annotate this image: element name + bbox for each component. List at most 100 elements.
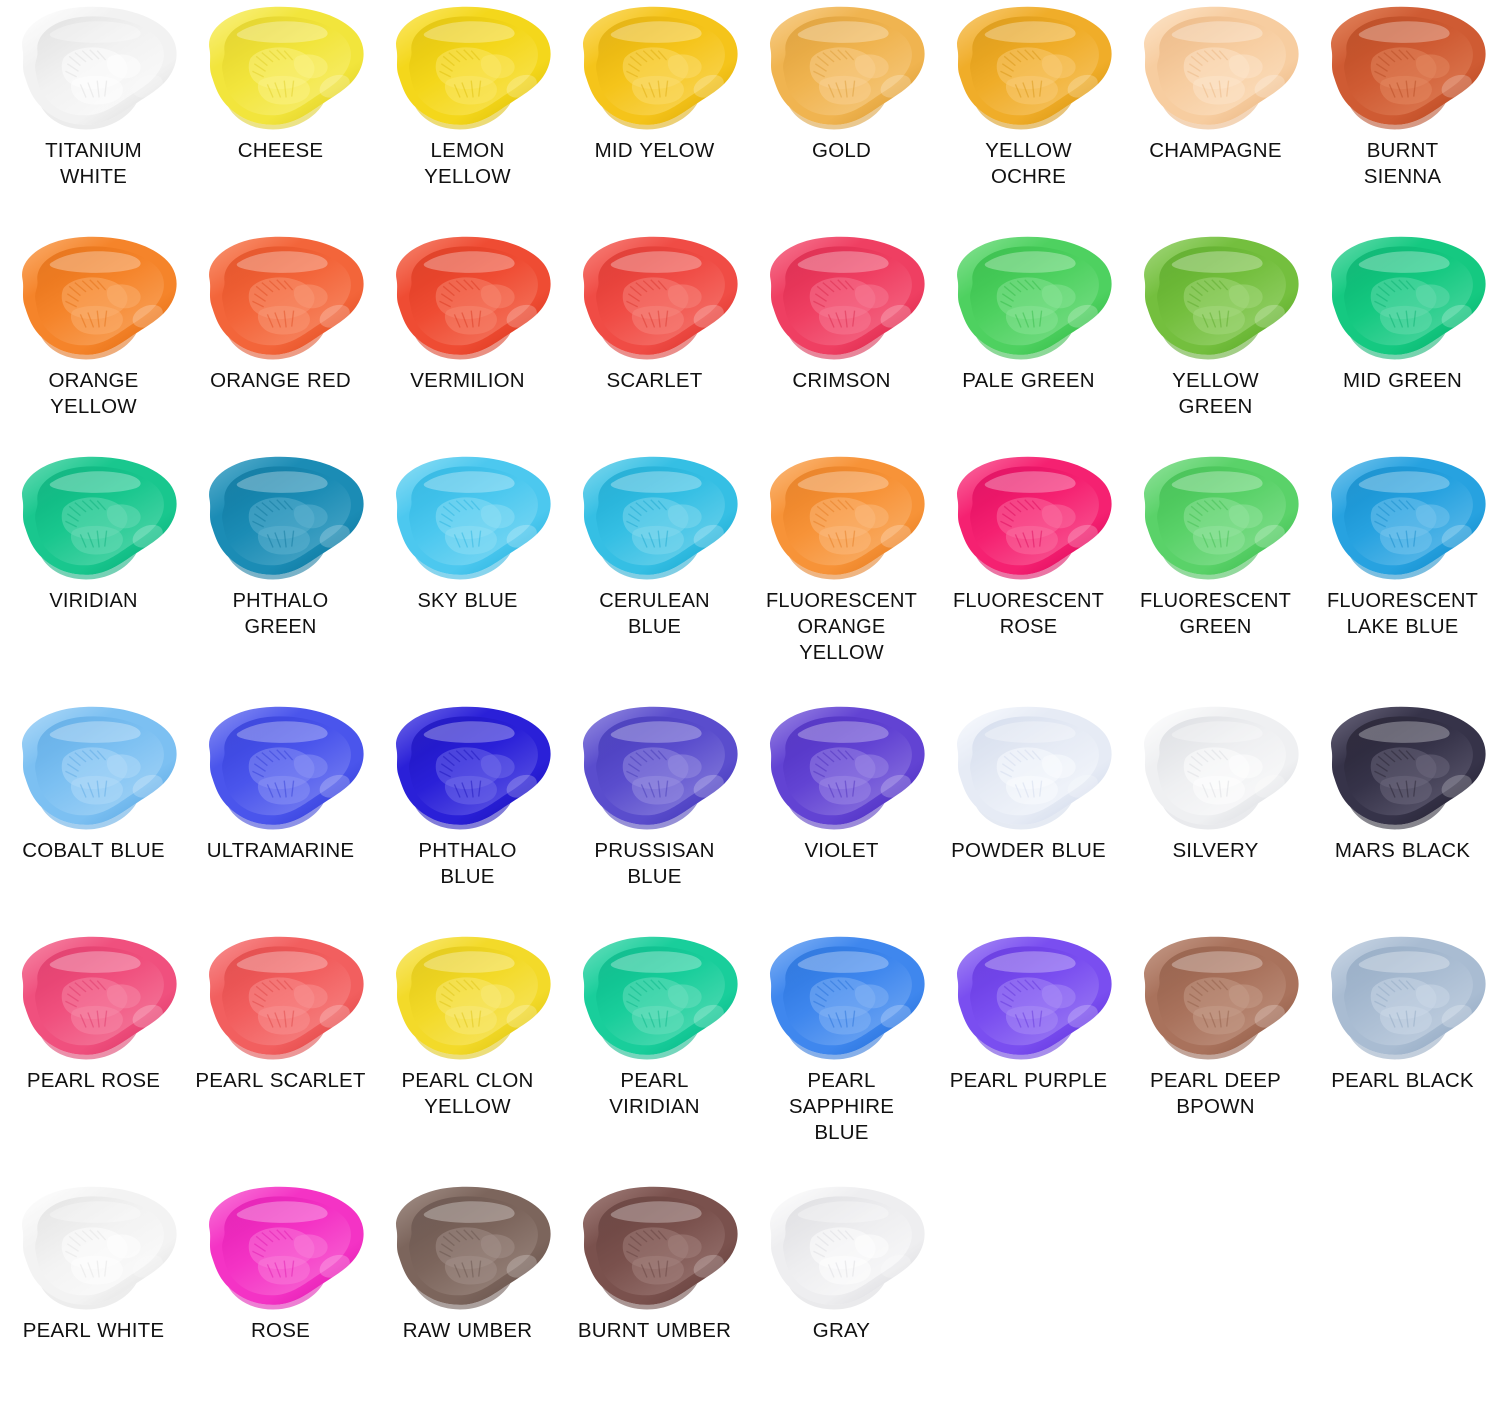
blob-relief-imprint xyxy=(435,977,515,1035)
paint-blob-burnt-sienna xyxy=(1309,0,1496,136)
blob-shadow xyxy=(976,553,1072,580)
swatch-viridian[interactable]: VIRIDIAN xyxy=(0,450,187,700)
paint-blob-shape xyxy=(1144,6,1299,130)
swatch-pearl-clon-yellow[interactable]: PEARL CLON YELLOW xyxy=(374,930,561,1180)
swatch-champagne[interactable]: CHAMPAGNE xyxy=(1122,0,1309,230)
paint-blob-shape xyxy=(22,1186,177,1310)
paint-blob-prussisan-blue xyxy=(561,700,748,836)
blob-relief-imprint xyxy=(622,747,702,805)
blob-shadow xyxy=(228,553,324,580)
swatch-pearl-black[interactable]: PEARL BLACK xyxy=(1309,930,1496,1180)
blob-highlight xyxy=(236,721,328,743)
blob-gloss-spot xyxy=(693,74,724,98)
swatch-crimson[interactable]: CRIMSON xyxy=(748,230,935,450)
blob-inner-rim xyxy=(1344,466,1473,566)
swatch-pearl-viridian[interactable]: PEARL VIRIDIAN xyxy=(561,930,748,1180)
paint-blob-orange-yellow xyxy=(0,230,187,366)
blob-relief-imprint xyxy=(1183,747,1263,805)
blob-inner-rim xyxy=(783,16,912,116)
blob-shadow xyxy=(789,1033,885,1060)
blob-inner-rim xyxy=(35,246,164,346)
blob-relief-imprint xyxy=(809,1227,889,1285)
blob-highlight xyxy=(236,951,328,973)
paint-blob-shape xyxy=(770,1186,925,1310)
swatch-fluorescent-lake-blue[interactable]: FLUORESCENT LAKE BLUE xyxy=(1309,450,1496,700)
blob-inner-rim xyxy=(1157,16,1286,116)
paint-blob-shape xyxy=(957,456,1112,580)
paint-blob-shape xyxy=(583,6,738,130)
blob-relief-imprint xyxy=(435,747,515,805)
blob-shadow xyxy=(415,333,511,360)
swatch-burnt-sienna[interactable]: BURNT SIENNA xyxy=(1309,0,1496,230)
blob-highlight xyxy=(49,1201,141,1223)
paint-blob-shape xyxy=(770,236,925,360)
blob-inner-rim xyxy=(409,1196,538,1296)
blob-inner-rim xyxy=(596,716,725,816)
swatch-vermilion[interactable]: VERMILION xyxy=(374,230,561,450)
blob-gloss-spot xyxy=(1254,524,1285,548)
swatch-violet[interactable]: VIOLET xyxy=(748,700,935,930)
paint-blob-shape xyxy=(209,236,364,360)
swatch-pearl-purple[interactable]: PEARL PURPLE xyxy=(935,930,1122,1180)
swatch-powder-blue[interactable]: POWDER BLUE xyxy=(935,700,1122,930)
swatch-mars-black[interactable]: MARS BLACK xyxy=(1309,700,1496,930)
blob-highlight xyxy=(1171,951,1263,973)
swatch-pearl-scarlet[interactable]: PEARL SCARLET xyxy=(187,930,374,1180)
blob-inner-rim xyxy=(1157,716,1286,816)
swatch-ultramarine[interactable]: ULTRAMARINE xyxy=(187,700,374,930)
swatch-orange-yellow[interactable]: ORANGE YELLOW xyxy=(0,230,187,450)
blob-shadow xyxy=(1350,1033,1446,1060)
swatch-orange-red[interactable]: ORANGE RED xyxy=(187,230,374,450)
swatch-label-cerulean-blue: CERULEAN BLUE xyxy=(599,590,710,638)
swatch-pale-green[interactable]: PALE GREEN xyxy=(935,230,1122,450)
swatch-prussisan-blue[interactable]: PRUSSISAN BLUE xyxy=(561,700,748,930)
swatch-mid-yelow[interactable]: MID YELOW xyxy=(561,0,748,230)
swatch-label-pearl-clon-yellow: PEARL CLON YELLOW xyxy=(401,1069,534,1118)
swatch-cerulean-blue[interactable]: CERULEAN BLUE xyxy=(561,450,748,700)
blob-inner-rim xyxy=(970,246,1099,346)
blob-highlight xyxy=(423,721,515,743)
swatch-label-fluorescent-green: FLUORESCENT GREEN xyxy=(1139,590,1292,638)
blob-gloss-spot xyxy=(1254,1004,1285,1028)
blob-gloss-spot xyxy=(1067,304,1098,328)
swatch-mid-green[interactable]: MID GREEN xyxy=(1309,230,1496,450)
swatch-phthalo-blue[interactable]: PHTHALO BLUE xyxy=(374,700,561,930)
swatch-yellow-green[interactable]: YELLOW GREEN xyxy=(1122,230,1309,450)
swatch-phthalo-green[interactable]: PHTHALO GREEN xyxy=(187,450,374,700)
paint-blob-shape xyxy=(396,1186,551,1310)
blob-relief-imprint xyxy=(622,47,702,105)
swatch-scarlet[interactable]: SCARLET xyxy=(561,230,748,450)
blob-shadow xyxy=(41,1033,137,1060)
swatch-gray[interactable]: GRAY xyxy=(748,1180,935,1419)
blob-shadow xyxy=(1163,803,1259,830)
blob-highlight xyxy=(610,951,702,973)
blob-relief-imprint xyxy=(1183,47,1263,105)
swatch-fluorescent-rose[interactable]: FLUORESCENT ROSE xyxy=(935,450,1122,700)
swatch-pearl-rose[interactable]: PEARL ROSE xyxy=(0,930,187,1180)
swatch-raw-umber[interactable]: RAW UMBER xyxy=(374,1180,561,1419)
swatch-pearl-white[interactable]: PEARL WHITE xyxy=(0,1180,187,1419)
blob-gloss-spot xyxy=(319,1004,350,1028)
swatch-silvery[interactable]: SILVERY xyxy=(1122,700,1309,930)
swatch-gold[interactable]: GOLD xyxy=(748,0,935,230)
swatch-sky-blue[interactable]: SKY BLUE xyxy=(374,450,561,700)
paint-blob-shape xyxy=(22,236,177,360)
blob-highlight xyxy=(610,21,702,43)
swatch-yellow-ochre[interactable]: YELLOW OCHRE xyxy=(935,0,1122,230)
swatch-lemon-yellow[interactable]: LEMON YELLOW xyxy=(374,0,561,230)
swatch-fluorescent-orange-yellow[interactable]: FLUORESCENT ORANGE YELLOW xyxy=(748,450,935,700)
swatch-pearl-deep-bpown[interactable]: PEARL DEEP BPOWN xyxy=(1122,930,1309,1180)
blob-inner-rim xyxy=(596,466,725,566)
swatch-fluorescent-green[interactable]: FLUORESCENT GREEN xyxy=(1122,450,1309,700)
blob-shadow xyxy=(789,333,885,360)
swatch-titanium-white[interactable]: TITANIUM WHITE xyxy=(0,0,187,230)
blob-gloss-spot xyxy=(693,774,724,798)
blob-highlight xyxy=(49,721,141,743)
blob-relief-imprint xyxy=(248,1227,328,1285)
swatch-pearl-sapphire-blue[interactable]: PEARL SAPPHIRE BLUE xyxy=(748,930,935,1180)
swatch-cheese[interactable]: CHEESE xyxy=(187,0,374,230)
swatch-rose[interactable]: ROSE xyxy=(187,1180,374,1419)
swatch-burnt-umber[interactable]: BURNT UMBER xyxy=(561,1180,748,1419)
swatch-cobalt-blue[interactable]: COBALT BLUE xyxy=(0,700,187,930)
blob-relief-imprint xyxy=(622,497,702,555)
